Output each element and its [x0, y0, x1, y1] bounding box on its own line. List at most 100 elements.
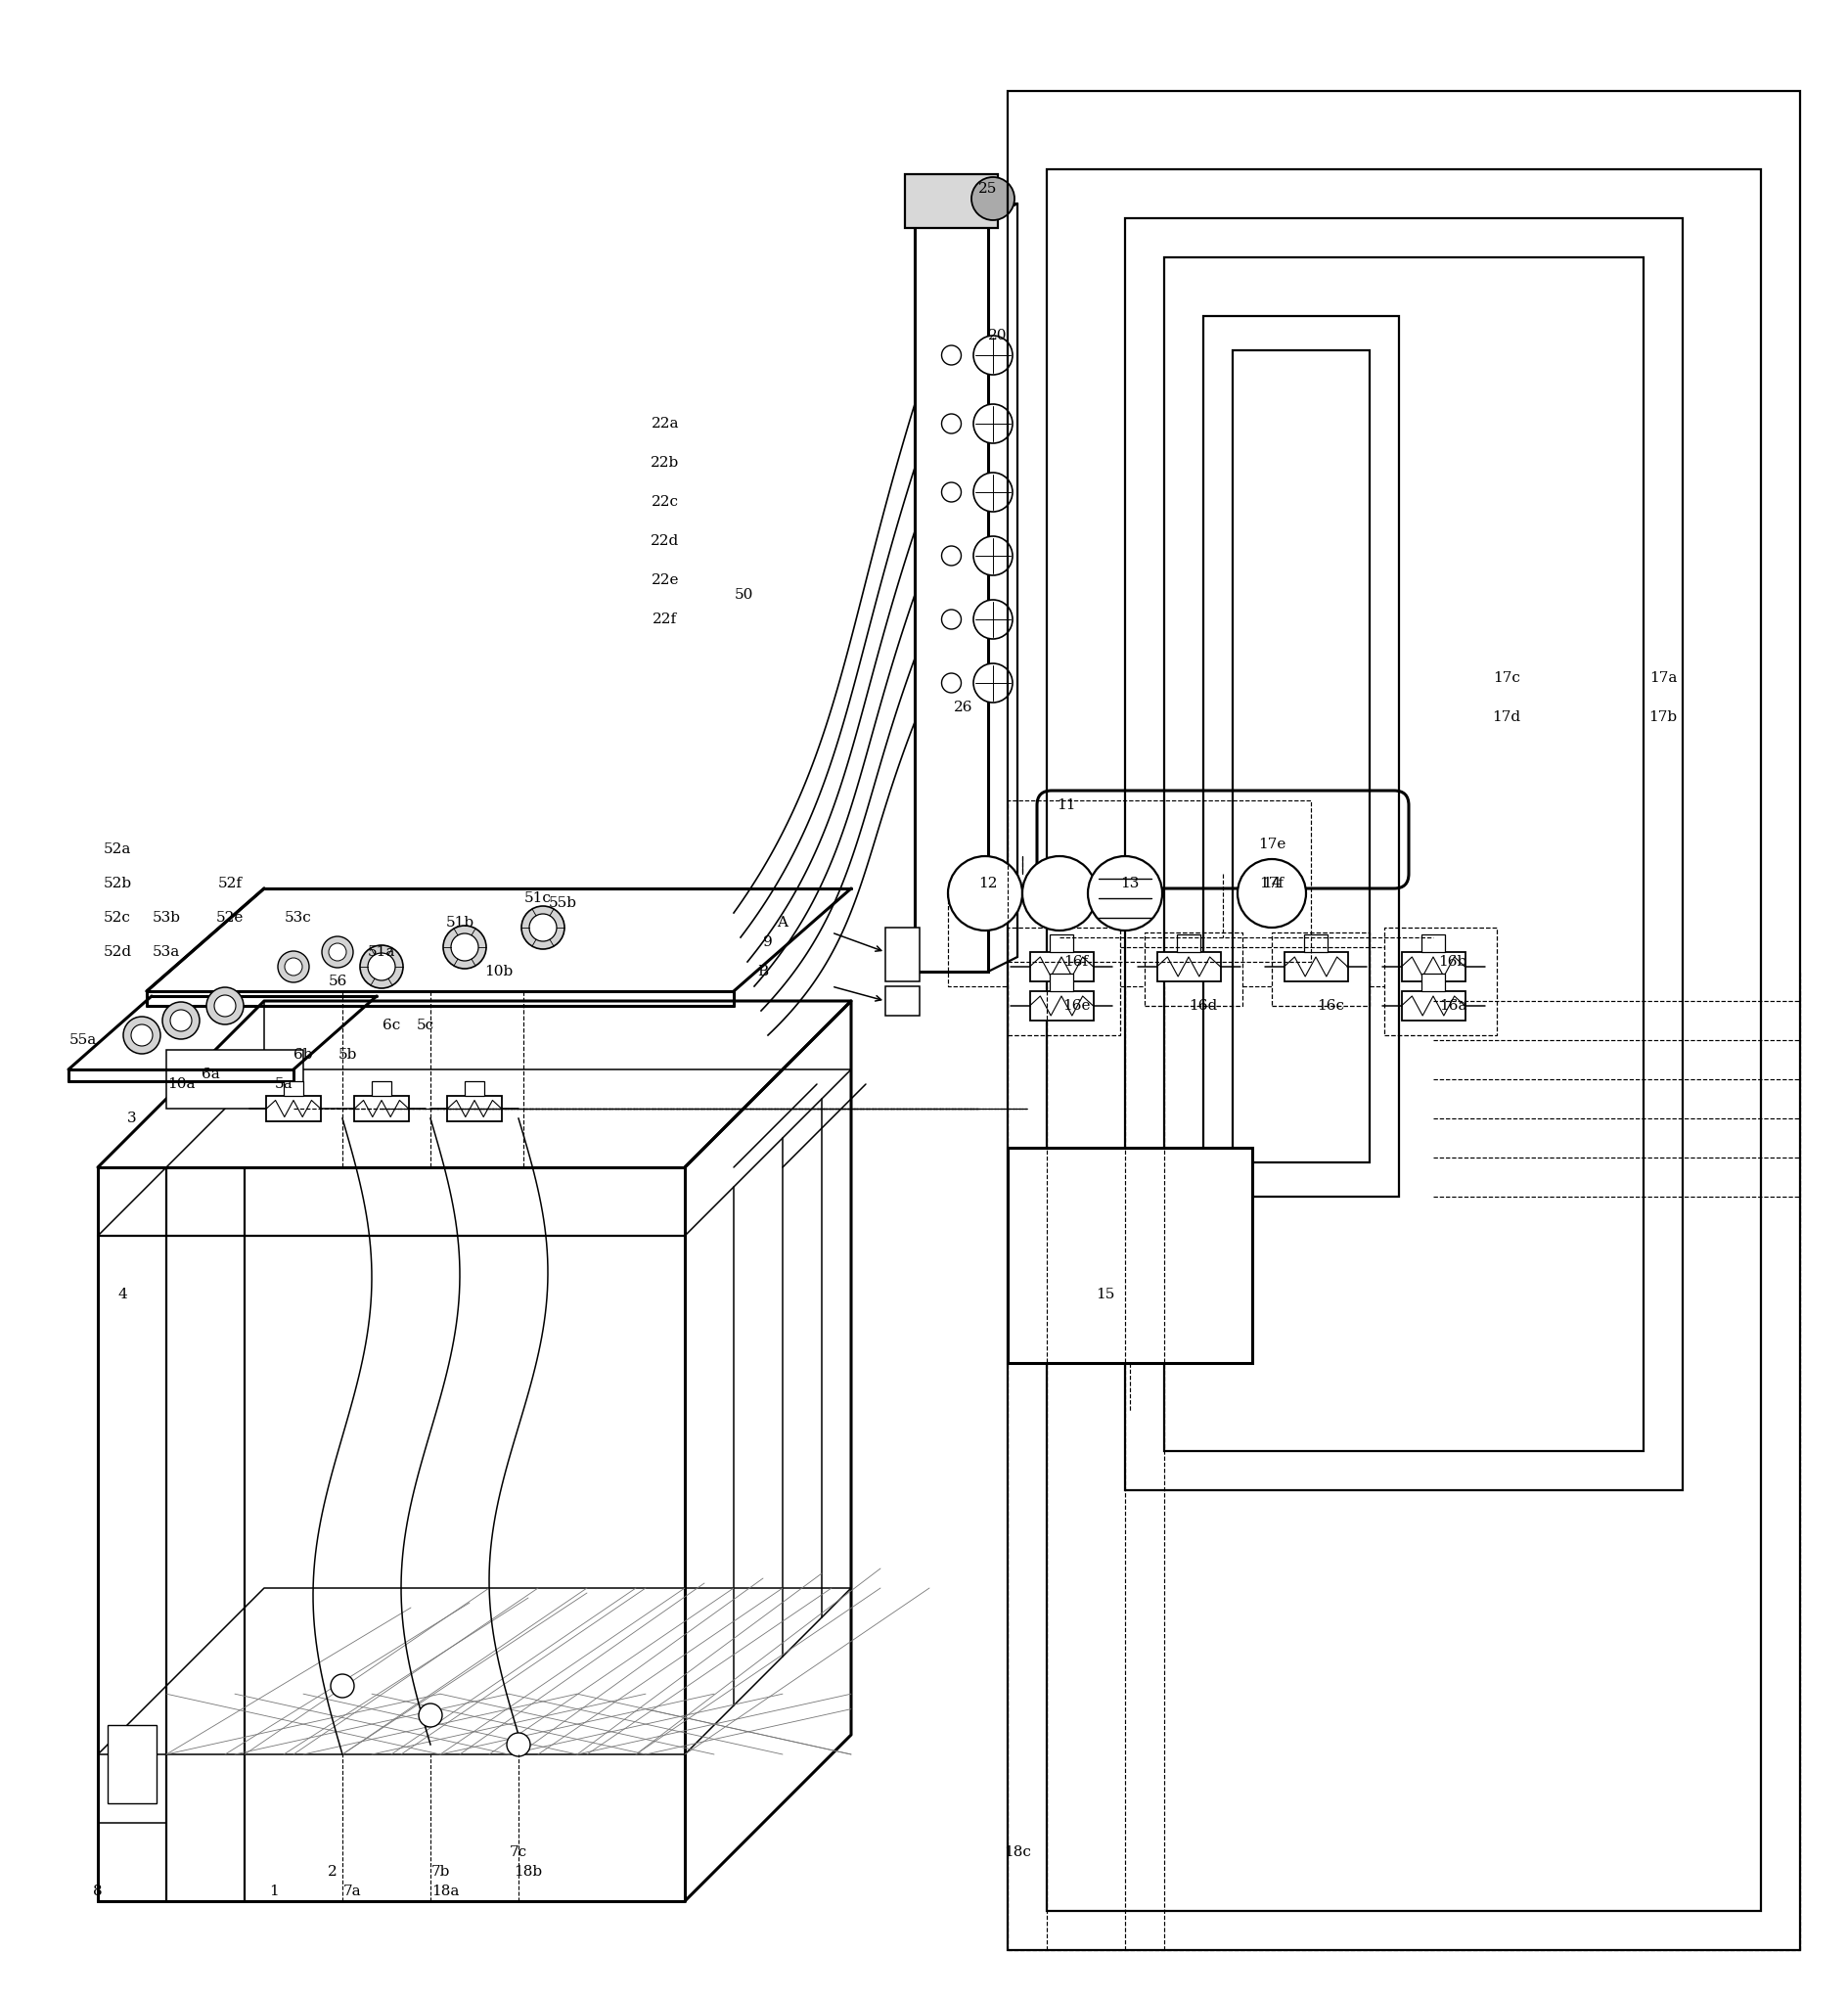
Text: 11: 11 — [1057, 798, 1076, 812]
Bar — [885, 986, 918, 1015]
Text: 52f: 52f — [218, 878, 242, 890]
Text: 7b: 7b — [431, 1865, 449, 1879]
Circle shape — [214, 996, 237, 1017]
Bar — [915, 218, 987, 972]
Text: 17e: 17e — [1257, 838, 1284, 852]
Text: 18b: 18b — [514, 1865, 541, 1879]
Bar — [1007, 92, 1800, 1951]
Text: 5b: 5b — [338, 1047, 357, 1061]
Bar — [1303, 934, 1327, 952]
Text: 16c: 16c — [1316, 1000, 1343, 1013]
Circle shape — [941, 414, 961, 434]
Circle shape — [941, 346, 961, 366]
Circle shape — [941, 610, 961, 630]
Text: 17c: 17c — [1491, 672, 1519, 686]
Circle shape — [360, 946, 403, 988]
Circle shape — [948, 856, 1022, 930]
Circle shape — [451, 934, 479, 962]
Text: 51c: 51c — [525, 892, 551, 906]
Text: 16e: 16e — [1061, 1000, 1090, 1013]
Text: 6c: 6c — [383, 1019, 399, 1031]
Bar — [1144, 932, 1242, 1005]
Text: 13: 13 — [1120, 878, 1138, 890]
Text: 4: 4 — [118, 1287, 128, 1301]
Text: A: A — [776, 916, 787, 930]
Circle shape — [444, 926, 486, 970]
Circle shape — [972, 664, 1013, 702]
Text: 17a: 17a — [1648, 672, 1676, 686]
Text: 53c: 53c — [285, 912, 312, 926]
Text: 22c: 22c — [650, 496, 678, 510]
Circle shape — [972, 336, 1013, 374]
Bar — [904, 174, 998, 228]
Text: 53a: 53a — [152, 946, 179, 960]
Circle shape — [506, 1733, 530, 1757]
Text: 8: 8 — [92, 1885, 102, 1899]
Text: 52a: 52a — [103, 842, 131, 856]
Circle shape — [521, 906, 564, 950]
Circle shape — [970, 178, 1015, 220]
Bar — [1203, 316, 1399, 1197]
Bar — [1421, 974, 1443, 992]
Circle shape — [163, 1001, 200, 1039]
Text: 5a: 5a — [275, 1077, 292, 1091]
Bar — [1401, 952, 1464, 982]
Text: 6b: 6b — [294, 1047, 312, 1061]
Text: 26: 26 — [954, 700, 972, 714]
Text: 17d: 17d — [1491, 710, 1521, 724]
Text: 16f: 16f — [1063, 956, 1088, 970]
Circle shape — [972, 472, 1013, 512]
Bar — [1164, 258, 1643, 1451]
Bar — [1046, 170, 1759, 1911]
Bar — [107, 1725, 157, 1803]
Text: 16b: 16b — [1438, 956, 1465, 970]
Text: 52c: 52c — [103, 912, 131, 926]
FancyBboxPatch shape — [1037, 790, 1408, 888]
Text: 17f: 17f — [1258, 878, 1283, 890]
Text: 10a: 10a — [166, 1077, 194, 1091]
Text: 52b: 52b — [103, 878, 131, 890]
Text: 20: 20 — [989, 328, 1007, 342]
Bar — [1384, 928, 1497, 1035]
Text: 2: 2 — [327, 1865, 336, 1879]
Bar — [1007, 928, 1120, 1035]
Text: 15: 15 — [1096, 1287, 1114, 1301]
Circle shape — [170, 1009, 192, 1031]
Circle shape — [207, 988, 244, 1023]
Bar — [1029, 992, 1092, 1021]
Text: 18a: 18a — [431, 1885, 458, 1899]
Bar — [447, 1095, 501, 1121]
Circle shape — [331, 1673, 355, 1697]
Circle shape — [277, 952, 309, 982]
Text: 22d: 22d — [650, 534, 680, 548]
Bar — [1271, 932, 1369, 1005]
Circle shape — [972, 600, 1013, 640]
Text: 22f: 22f — [652, 612, 676, 626]
Text: 9: 9 — [763, 936, 772, 950]
Bar — [1050, 934, 1072, 952]
Circle shape — [131, 1023, 153, 1045]
Circle shape — [285, 958, 301, 976]
Text: 1: 1 — [270, 1885, 279, 1899]
Bar — [1177, 934, 1199, 952]
Text: 55b: 55b — [549, 896, 577, 910]
Text: 53b: 53b — [152, 912, 181, 926]
Circle shape — [1022, 856, 1096, 930]
Text: 7c: 7c — [510, 1845, 527, 1859]
Text: 12: 12 — [978, 878, 998, 890]
Bar — [355, 1095, 408, 1121]
Text: 22e: 22e — [650, 574, 678, 588]
Bar — [1401, 992, 1464, 1021]
Bar — [1283, 952, 1347, 982]
Bar — [464, 1081, 484, 1095]
Bar — [1124, 218, 1682, 1489]
Bar — [283, 1081, 303, 1095]
Text: 16d: 16d — [1188, 1000, 1218, 1013]
Text: 6a: 6a — [201, 1067, 220, 1081]
Circle shape — [322, 936, 353, 968]
Circle shape — [941, 546, 961, 566]
Text: 22b: 22b — [650, 456, 680, 470]
Bar — [1050, 974, 1072, 992]
Text: 16a: 16a — [1438, 1000, 1465, 1013]
Circle shape — [1087, 856, 1162, 930]
